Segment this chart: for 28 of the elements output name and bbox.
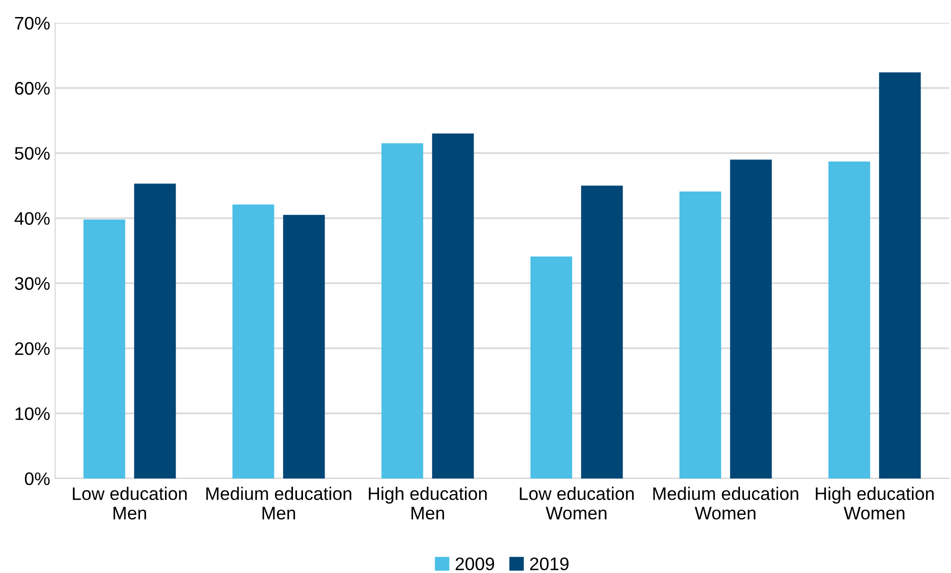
bar xyxy=(232,204,274,478)
x-tick-label: Medium education Men xyxy=(206,486,352,520)
bar xyxy=(530,256,572,478)
bar xyxy=(730,160,772,478)
bar xyxy=(283,214,325,478)
y-tick-label: 20% xyxy=(15,342,50,356)
bar xyxy=(679,191,722,478)
bar xyxy=(879,72,921,478)
x-tick-label: Medium education Women xyxy=(653,486,798,520)
y-tick-label: 10% xyxy=(16,407,50,420)
y-tick-label: 60% xyxy=(15,82,50,95)
bar xyxy=(83,219,126,478)
legend-label: 2009 xyxy=(456,557,494,570)
y-tick-label: 70% xyxy=(15,16,50,30)
x-tick-label: High education Women xyxy=(816,486,934,520)
y-tick-label: 50% xyxy=(14,147,50,160)
y-tick-label: 40% xyxy=(14,212,50,225)
x-tick-label: High education Men xyxy=(368,486,487,520)
x-tick-label: Low education Men xyxy=(72,486,187,520)
y-tick-label: 0% xyxy=(24,472,50,486)
x-tick-label: Low education Women xyxy=(520,486,634,520)
bar xyxy=(381,143,424,478)
bar xyxy=(432,134,474,478)
y-tick-label: 30% xyxy=(14,277,50,290)
legend-label: 2019 xyxy=(530,557,569,570)
bar xyxy=(828,162,870,478)
bar xyxy=(581,186,623,478)
bar xyxy=(134,184,176,478)
